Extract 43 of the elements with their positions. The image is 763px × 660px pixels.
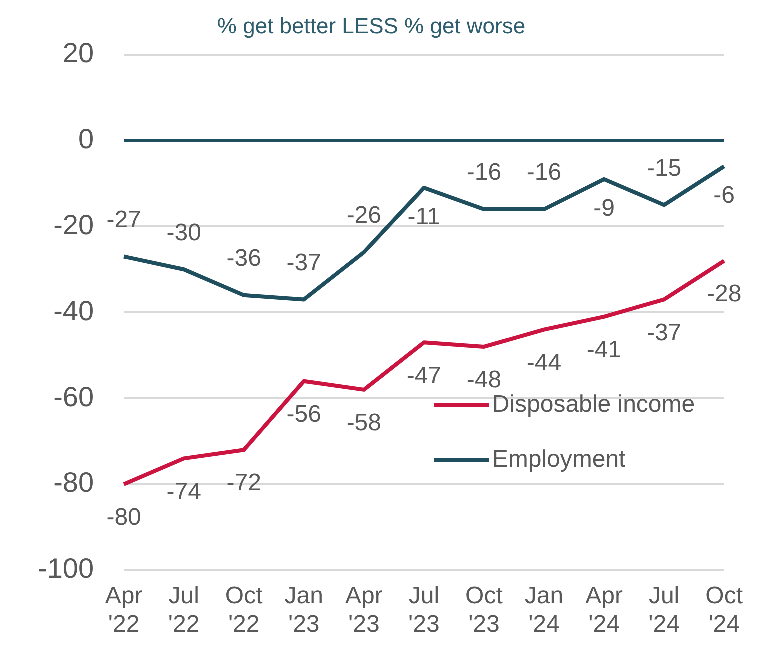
data-label: -37 — [286, 249, 322, 276]
y-tick-label: -100 — [38, 553, 94, 584]
y-tick-label: -40 — [54, 295, 94, 326]
y-tick-label: 0 — [78, 123, 94, 154]
data-label: -58 — [346, 410, 382, 437]
x-tick-label: Apr '24 — [586, 582, 623, 638]
data-label: -80 — [106, 504, 142, 532]
data-label: -16 — [466, 159, 502, 186]
x-tick-label: Oct '22 — [225, 582, 264, 638]
data-label: -48 — [466, 366, 502, 394]
legend-label: Employment — [492, 446, 626, 474]
x-tick-label: Oct '24 — [706, 582, 744, 638]
data-label: -41 — [586, 336, 622, 364]
data-label: -37 — [646, 319, 682, 346]
chart-subtitle: % get better LESS % get worse — [217, 14, 526, 39]
data-label: -56 — [286, 400, 322, 428]
data-label: -27 — [106, 206, 142, 234]
x-tick-label: Jan '23 — [284, 582, 324, 638]
x-tick-label: Jul '22 — [168, 582, 200, 638]
data-label: -74 — [166, 478, 202, 506]
y-tick-label: -60 — [54, 381, 94, 412]
x-tick-label: Jul '24 — [648, 582, 680, 638]
x-tick-label: Jan '24 — [524, 582, 564, 638]
data-label: -72 — [226, 470, 262, 497]
data-label: -44 — [526, 349, 562, 376]
y-tick-label: -80 — [54, 467, 94, 498]
y-tick-label: 20 — [62, 38, 94, 69]
data-label: -47 — [406, 362, 442, 390]
data-label: -26 — [346, 202, 382, 230]
data-label: -11 — [408, 204, 441, 231]
data-label: -15 — [646, 154, 682, 182]
data-label: -36 — [226, 245, 262, 272]
x-tick-label: Oct '23 — [466, 582, 504, 638]
data-label: -16 — [526, 159, 562, 186]
x-tick-label: Apr '23 — [345, 582, 383, 638]
legend-label: Disposable income — [492, 391, 696, 418]
data-label: -6 — [714, 182, 736, 210]
y-tick-label: -20 — [54, 209, 94, 240]
x-tick-label: Jul '23 — [408, 582, 440, 638]
x-tick-label: Apr '22 — [105, 582, 143, 638]
data-label: -30 — [166, 219, 202, 246]
data-label: -9 — [594, 195, 615, 222]
data-label: -28 — [706, 280, 742, 308]
